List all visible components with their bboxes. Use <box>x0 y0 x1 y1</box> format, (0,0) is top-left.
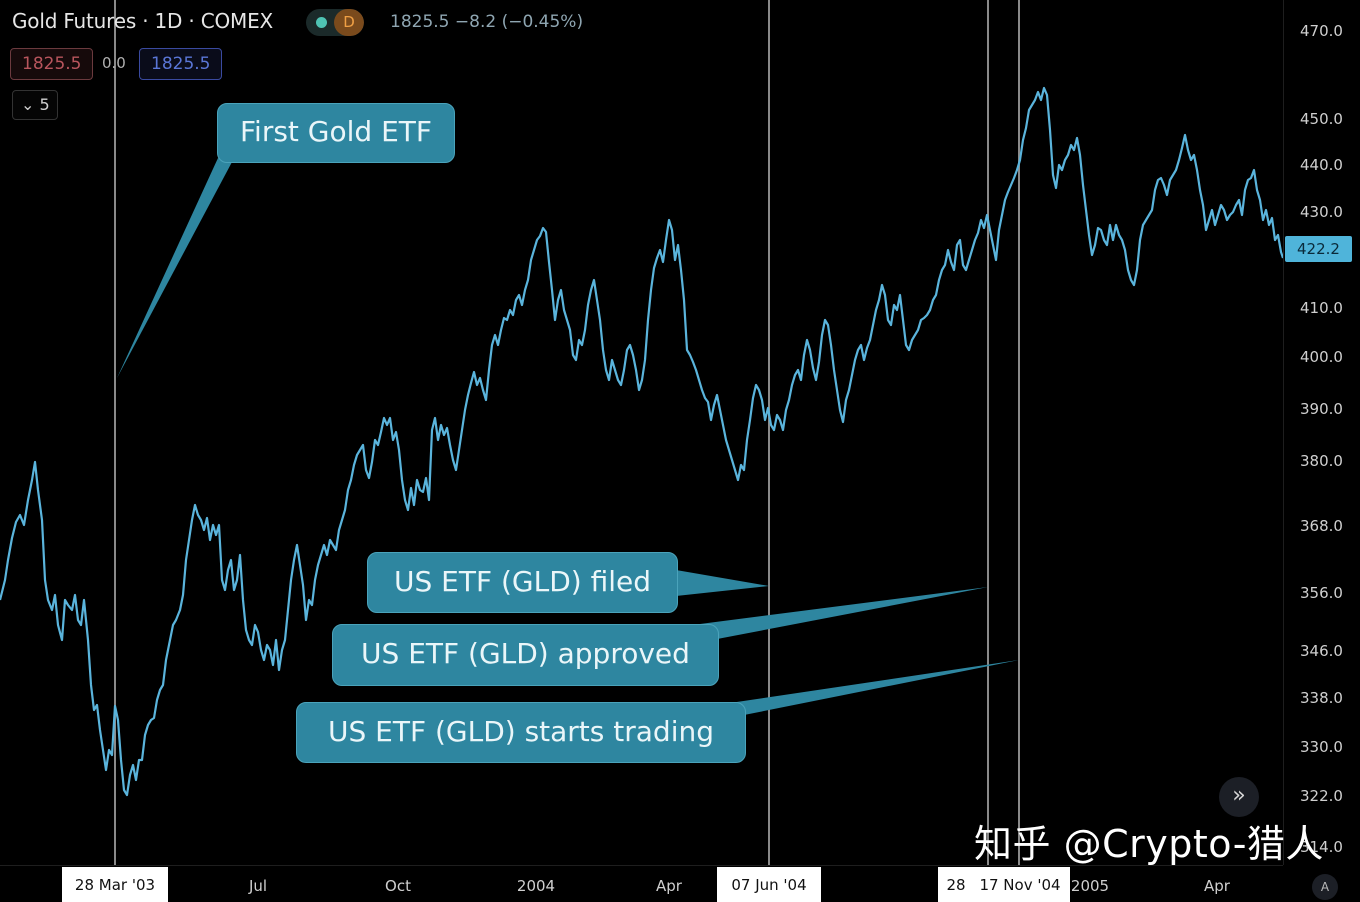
y-tick: 314.0 <box>1300 838 1343 856</box>
symbol-title[interactable]: Gold Futures · 1D · COMEX <box>12 9 274 33</box>
callout-tail-filed <box>676 570 769 596</box>
date-flag-first-etf: 28 Mar '03 <box>62 867 168 902</box>
callout-gld-filed[interactable]: US ETF (GLD) filed <box>367 552 678 613</box>
buy-button[interactable]: 1825.5 <box>139 48 223 80</box>
x-tick: Apr <box>1204 877 1230 895</box>
y-tick: 322.0 <box>1300 787 1343 805</box>
watermark: 知乎 @Crypto-猎人 <box>974 822 1324 866</box>
y-tick: 330.0 <box>1300 738 1343 756</box>
callout-gld-starts-trading[interactable]: US ETF (GLD) starts trading <box>296 702 746 763</box>
auto-scale-button[interactable]: A <box>1312 874 1338 900</box>
y-tick: 410.0 <box>1300 299 1343 317</box>
time-axis[interactable]: Jul Oct 2004 Apr 2005 Apr <box>0 865 1283 902</box>
market-status-pill[interactable]: D <box>306 9 364 36</box>
y-tick: 356.0 <box>1300 584 1343 602</box>
callout-first-gold-etf[interactable]: First Gold ETF <box>217 103 455 163</box>
data-status-badge: D <box>334 9 364 36</box>
callout-tail-first-etf <box>117 158 232 378</box>
date-flag-filed: 07 Jun '04 <box>717 867 821 902</box>
x-tick: 2004 <box>516 877 556 895</box>
y-tick: 368.0 <box>1300 517 1343 535</box>
indicators-collapse-button[interactable]: ⌄ 5 <box>12 90 58 120</box>
spread-value: 0.0 <box>102 54 126 72</box>
market-open-dot-icon <box>316 17 327 28</box>
price-line <box>0 86 1283 797</box>
y-tick: 440.0 <box>1300 156 1343 174</box>
price-chart[interactable] <box>0 0 1283 865</box>
price-axis[interactable]: 470.0 450.0 440.0 430.0 410.0 400.0 390.… <box>1283 0 1360 865</box>
current-price-label: 422.2 <box>1285 236 1352 262</box>
sell-button[interactable]: 1825.5 <box>10 48 94 80</box>
y-tick: 346.0 <box>1300 642 1343 660</box>
scroll-to-realtime-button[interactable]: » <box>1219 777 1259 817</box>
callout-gld-approved[interactable]: US ETF (GLD) approved <box>332 624 719 686</box>
x-tick: 2005 <box>1070 877 1110 895</box>
callout-tail-approved <box>700 587 988 640</box>
y-tick: 380.0 <box>1300 452 1343 470</box>
callout-tail-trading <box>730 660 1019 715</box>
y-tick: 400.0 <box>1300 348 1343 366</box>
date-flag-approved: 28 <box>938 867 974 902</box>
date-flag-trading: 17 Nov '04 <box>970 867 1070 902</box>
y-tick: 338.0 <box>1300 689 1343 707</box>
x-tick: Apr <box>656 877 682 895</box>
y-tick: 450.0 <box>1300 110 1343 128</box>
y-tick: 470.0 <box>1300 22 1343 40</box>
y-tick: 390.0 <box>1300 400 1343 418</box>
y-tick: 430.0 <box>1300 203 1343 221</box>
x-tick: Jul <box>248 877 268 895</box>
x-tick: Oct <box>385 877 411 895</box>
price-change-readout: 1825.5 −8.2 (−0.45%) <box>390 12 584 32</box>
